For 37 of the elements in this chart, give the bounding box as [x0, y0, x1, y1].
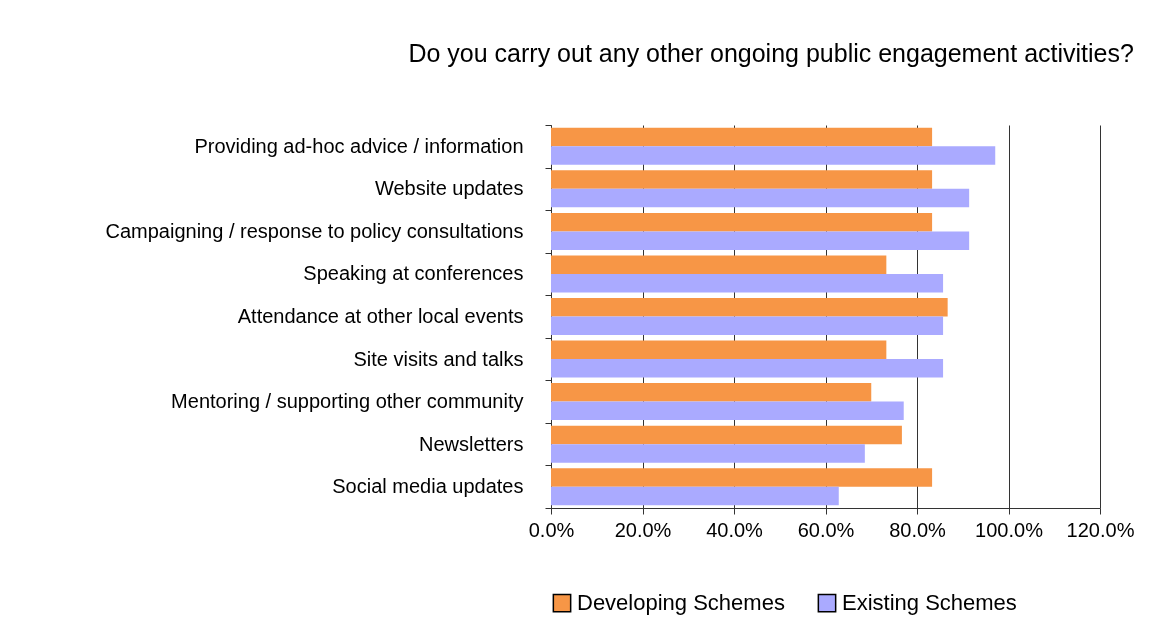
bar	[551, 401, 904, 421]
x-tick-label: 60.0%	[797, 518, 855, 541]
bar	[551, 298, 948, 317]
bar	[551, 127, 933, 147]
bar	[551, 170, 933, 189]
x-tick-label: 80.0%	[889, 518, 947, 541]
bar	[551, 316, 944, 335]
x-tick-label: 40.0%	[706, 518, 764, 541]
bar	[551, 359, 944, 378]
y-tick-label: Campaigning / response to policy consultations	[105, 219, 524, 242]
legend-label: Existing Schemes	[842, 590, 1017, 616]
bar	[551, 444, 865, 463]
y-tick-label: Speaking at conferences	[303, 262, 524, 285]
x-tick-label: 120.0%	[1066, 518, 1135, 541]
bar	[551, 425, 902, 445]
bar	[551, 468, 933, 487]
bar	[551, 486, 839, 506]
x-tick-label: 20.0%	[614, 518, 672, 541]
y-tick-label: Providing ad-hoc advice / information	[194, 134, 524, 157]
y-tick-label: Site visits and talks	[353, 347, 524, 370]
bar	[551, 231, 970, 250]
bar	[551, 212, 933, 232]
y-tick-label: Newsletters	[419, 432, 524, 455]
bar	[551, 273, 944, 293]
bar	[551, 340, 887, 360]
y-tick-label: Attendance at other local events	[237, 305, 524, 327]
bar	[551, 146, 996, 165]
bar	[551, 255, 887, 274]
x-tick-label: 0.0%	[528, 518, 575, 541]
y-tick-label: Mentoring / supporting other community	[171, 390, 524, 413]
y-tick-label: Social media updates	[332, 475, 524, 498]
chart-title: Do you carry out any other ongoing public engagement activities?	[408, 39, 1134, 67]
legend-label: Developing Schemes	[577, 590, 785, 616]
y-tick-label: Website updates	[374, 177, 524, 200]
x-tick-label: 100.0%	[975, 518, 1044, 541]
bar	[551, 188, 970, 208]
bar	[551, 383, 872, 402]
